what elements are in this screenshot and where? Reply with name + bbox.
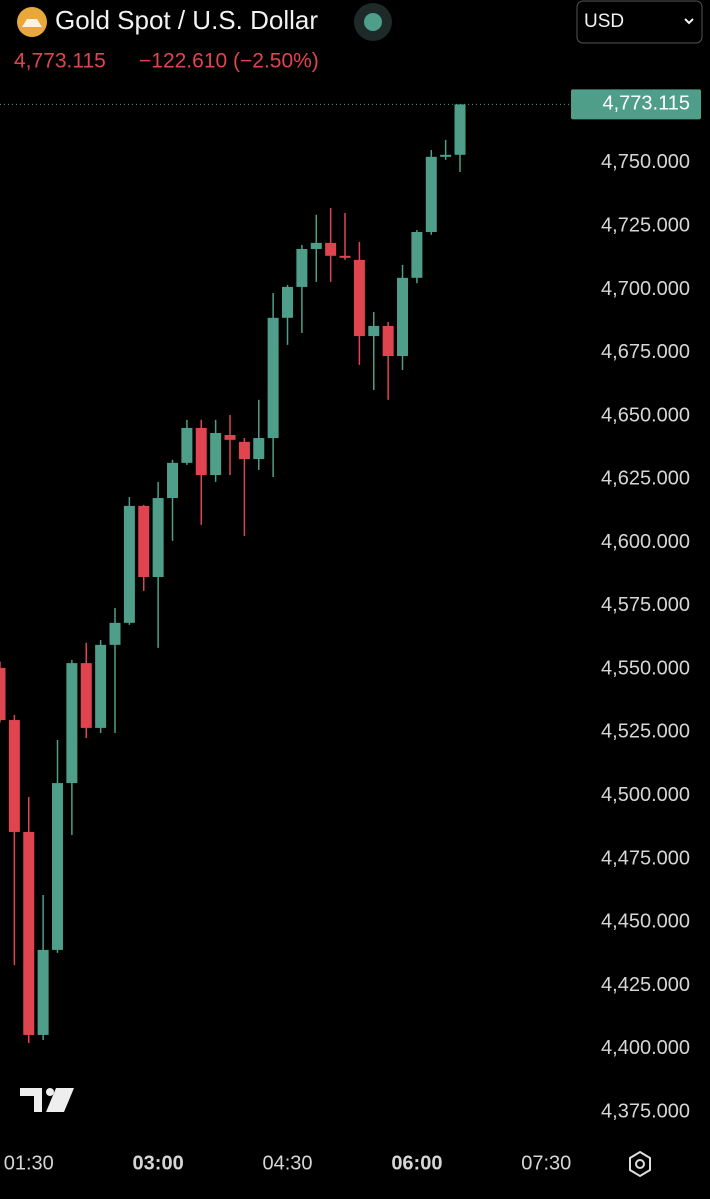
y-tick-label: 4,525.000 [601,721,690,743]
y-tick-label: 4,725.000 [601,214,690,236]
x-tick-label: 03:00 [133,1152,184,1174]
candle-body [224,435,236,440]
candle-body [152,498,164,578]
y-tick-label: 4,575.000 [601,594,690,616]
candle-body [425,156,437,233]
candle-body [325,242,337,256]
settings-icon[interactable] [629,1150,651,1178]
y-tick-label: 4,400.000 [601,1037,690,1059]
x-tick-label: 04:30 [262,1152,312,1174]
candle-body [109,622,121,645]
candle-body [80,663,92,728]
y-tick-label: 4,375.000 [601,1100,690,1122]
last-price-tag-label: 4,773.115 [603,93,691,115]
candle-body [66,663,78,784]
currency-label: USD [584,11,624,32]
candle-body [8,720,20,832]
market-status-dot [364,13,382,31]
y-tick-label: 4,600.000 [601,531,690,553]
candle-body [368,325,380,337]
candle-body [267,317,279,439]
candle-body [52,783,64,950]
candle-body [253,438,265,460]
candle-body [310,242,322,249]
x-tick-label: 06:00 [391,1152,442,1174]
plot-area [0,104,466,1044]
candle-body [0,667,6,721]
candle-body [167,462,179,499]
y-tick-label: 4,700.000 [601,278,690,300]
y-tick-label: 4,450.000 [601,911,690,933]
y-tick-label: 4,650.000 [601,404,690,426]
y-tick-label: 4,625.000 [601,468,690,490]
y-tick-label: 4,550.000 [601,657,690,679]
chart-title: Gold Spot / U.S. Dollar [55,5,318,35]
candle-body [238,441,250,460]
candle-body [440,154,452,157]
candle-body [210,432,222,476]
y-tick-label: 4,475.000 [601,847,690,869]
currency-select[interactable] [576,0,703,44]
tv-logo-dot [46,1088,54,1096]
last-price: 4,773.115 [14,50,106,73]
candle-body [353,259,365,337]
symbol-icon-bars [22,19,42,27]
y-tick-label: 4,750.000 [601,151,690,173]
tv-logo [20,1088,74,1112]
candle-body [397,277,409,357]
candle-body [282,286,294,318]
candle-body [411,232,423,278]
select-arrow [684,18,694,25]
candle-body [138,505,150,578]
candle-body [95,644,107,728]
x-tick-label: 07:30 [521,1152,571,1174]
x-tick-label: 01:30 [4,1152,54,1174]
candle-body [339,255,351,258]
settings-icon-center [635,1159,645,1169]
candle-body [454,104,466,155]
y-tick-label: 4,675.000 [601,341,690,363]
candle-body [195,427,207,476]
y-tick-label: 4,425.000 [601,974,690,996]
candle-body [181,427,193,463]
candle-body [23,831,35,1035]
candle-body [123,505,135,623]
candle-body [382,325,394,357]
price-change: −122.610 (−2.50%) [139,50,319,73]
last-price-tag [571,89,701,120]
candle-body [37,949,49,1035]
candle-body [296,248,308,287]
y-tick-label: 4,500.000 [601,784,690,806]
